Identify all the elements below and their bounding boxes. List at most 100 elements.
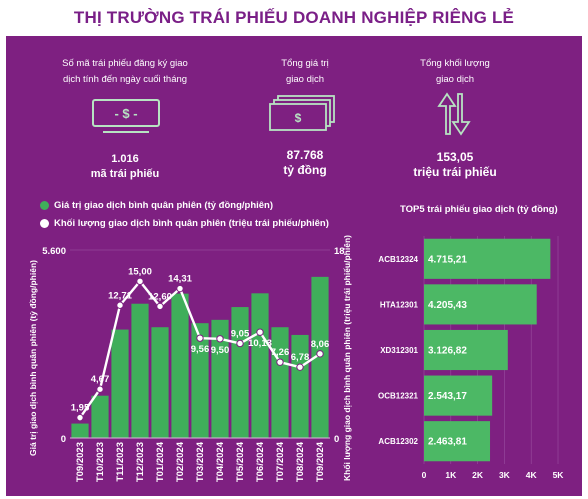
volume-point xyxy=(236,339,244,348)
data-label: 10,13 xyxy=(248,338,272,349)
data-label: 9,05 xyxy=(231,328,250,339)
stat-total-value-value: 87.768 tỷ đồng xyxy=(250,148,360,178)
x-tick-label: T04/2024 xyxy=(215,441,226,482)
volume-point xyxy=(96,385,104,393)
bar xyxy=(251,293,269,438)
top5-title: TOP5 trái phiếu giao dịch (tỷ đồng) xyxy=(400,204,558,215)
stat-total-value: Tổng giá trị giao dịch xyxy=(250,56,360,88)
data-label: 1,95 xyxy=(71,403,90,414)
stat-total-volume-value: 153,05 triệu trái phiếu xyxy=(390,150,520,180)
category-label: ACB12324 xyxy=(378,255,418,264)
stat-label: Số mã trái phiếu đăng ký giao xyxy=(62,58,188,69)
bar xyxy=(424,329,508,371)
volume-point xyxy=(276,358,284,366)
bar xyxy=(131,303,149,438)
bar xyxy=(211,319,229,438)
x-tick-label: 1K xyxy=(445,470,457,480)
volume-point xyxy=(76,413,84,422)
x-tick-label: T07/2024 xyxy=(275,441,286,482)
volume-point xyxy=(156,302,164,311)
y2-axis-title: Khối lượng giao dịch bình quân phiên (tr… xyxy=(342,235,352,481)
stat-label: giao dịch xyxy=(435,74,475,85)
infographic-panel: Số mã trái phiếu đăng ký giao dịch tính … xyxy=(6,36,582,496)
stat-bond-codes-value: 1.016 mã trái phiếu xyxy=(60,152,190,182)
top5-chart: 0 1K 2K 3K 4K 5K ACB12324 4.715,21 HTA12301 4.205… xyxy=(378,236,565,480)
stat-bond-codes: Số mã trái phiếu đăng ký giao dịch tính … xyxy=(40,56,210,88)
x-tick-label: T09/2024 xyxy=(315,441,326,482)
combo-chart: 5.600 0 18 0 Giá trị giao dịch bình quân phi… xyxy=(28,235,352,482)
stat-unit: mã trái phiếu xyxy=(90,168,160,180)
y-tick-label: 0 xyxy=(61,434,66,445)
bar xyxy=(191,323,209,438)
x-tick-label: 4K xyxy=(526,470,538,480)
stat-value: 87.768 xyxy=(286,148,324,162)
x-tick-label: 3K xyxy=(499,470,511,480)
category-label: XD312301 xyxy=(380,346,418,355)
bar xyxy=(231,307,249,438)
volume-point xyxy=(176,284,184,293)
bar xyxy=(151,327,169,438)
volume-point xyxy=(116,301,124,309)
bar xyxy=(171,293,189,438)
stat-value: 153,05 xyxy=(436,150,474,164)
bar xyxy=(71,423,89,438)
data-label: 2.463,81 xyxy=(428,437,467,448)
y2-tick-label: 0 xyxy=(334,434,339,445)
x-tick-label: T05/2024 xyxy=(235,441,246,482)
stat-value: 1.016 xyxy=(111,153,139,165)
data-label: 9,56 xyxy=(191,344,210,355)
x-tick-label: T01/2024 xyxy=(155,441,166,482)
legend-swatch-bar xyxy=(40,201,49,210)
bar xyxy=(291,334,309,438)
legend-swatch-line xyxy=(40,219,49,228)
volume-point xyxy=(316,350,324,358)
data-label: 15,00 xyxy=(128,266,152,277)
stat-label: Tổng khối lượng xyxy=(420,58,490,69)
bar xyxy=(424,284,537,325)
x-tick-label: T10/2023 xyxy=(95,442,106,482)
category-label: OCB12321 xyxy=(378,392,419,401)
legend-volume: Khối lượng giao dịch bình quân phiên (tr… xyxy=(40,218,329,229)
data-label: 7,26 xyxy=(271,347,290,358)
data-label: 9,50 xyxy=(211,345,230,356)
data-label: 8,06 xyxy=(311,339,330,350)
x-tick-label: 5K xyxy=(553,470,565,480)
bar xyxy=(271,327,289,438)
bar xyxy=(111,329,129,438)
data-label: 14,31 xyxy=(168,274,192,285)
x-tick-label: T09/2023 xyxy=(75,442,86,482)
data-label: 6,78 xyxy=(291,352,310,363)
svg-text:- $ -: - $ - xyxy=(114,106,137,121)
stat-label: dịch tính đến ngày cuối tháng xyxy=(62,74,188,85)
data-label: 4.205,43 xyxy=(428,300,467,311)
up-down-arrows-icon xyxy=(437,92,471,136)
x-tick-label: 0 xyxy=(422,470,427,480)
bar xyxy=(424,421,491,462)
data-label: 2.543,17 xyxy=(428,391,467,402)
category-label: ACB12302 xyxy=(378,437,418,446)
stat-label: Tổng giá trị xyxy=(281,58,329,69)
x-tick-label: 2K xyxy=(472,470,484,480)
cash-icon: - $ - xyxy=(92,99,160,133)
data-label: 12,60 xyxy=(148,291,172,302)
legend-value: Giá trị giao dịch bình quân phiên (tỷ đồ… xyxy=(40,200,273,211)
x-tick-label: T08/2024 xyxy=(295,441,306,482)
x-tick-label: T12/2023 xyxy=(135,442,146,482)
bar xyxy=(424,375,493,416)
stat-label: giao dịch xyxy=(285,74,325,85)
y-tick-label: 5.600 xyxy=(42,246,66,257)
x-tick-label: T02/2024 xyxy=(175,441,186,482)
volume-point xyxy=(296,363,304,371)
legend-label: Giá trị giao dịch bình quân phiên (tỷ đồ… xyxy=(54,200,274,211)
bar xyxy=(424,238,551,279)
data-label: 12,71 xyxy=(108,290,132,301)
x-tick-label: T03/2024 xyxy=(195,441,206,482)
volume-point xyxy=(216,335,224,343)
volume-point xyxy=(256,328,264,336)
volume-point xyxy=(136,277,144,286)
legend-label: Khối lượng giao dịch bình quân phiên (tr… xyxy=(54,218,329,229)
money-stack-icon: $ xyxy=(269,95,335,131)
y2-tick-label: 18 xyxy=(334,246,345,257)
x-tick-label: T06/2024 xyxy=(255,441,266,482)
y-axis-title: Giá trị giao dịch bình quân phiên (tỷ đồ… xyxy=(28,260,38,456)
